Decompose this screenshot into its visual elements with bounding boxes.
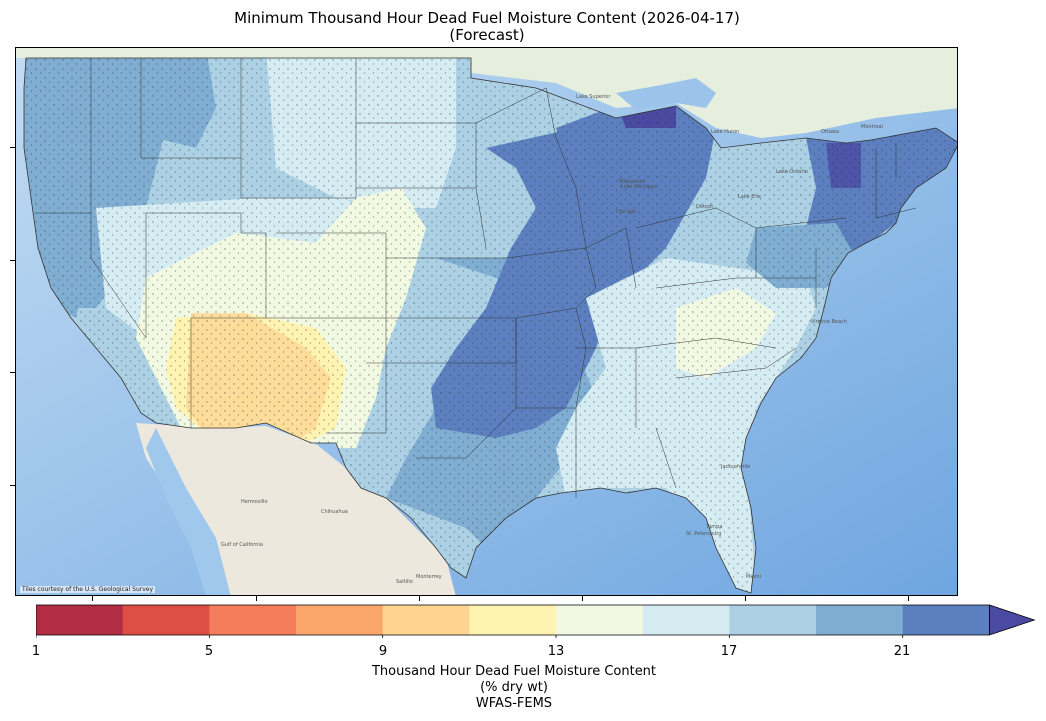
svg-text:St. Petersburg: St. Petersburg — [686, 531, 721, 537]
colorbar-title: Thousand Hour Dead Fuel Moisture Content — [371, 664, 657, 679]
svg-text:Saltillo: Saltillo — [396, 579, 413, 585]
map-panel[interactable]: Lake Superior Lake Michigan Lake Huron L… — [15, 47, 958, 596]
basemap: Lake Superior Lake Michigan Lake Huron L… — [16, 48, 957, 595]
lake-superior — [616, 78, 716, 110]
map-title: Minimum Thousand Hour Dead Fuel Moisture… — [234, 9, 740, 27]
svg-text:Lake Huron: Lake Huron — [711, 129, 739, 135]
svg-text:Lake Superior: Lake Superior — [576, 94, 611, 100]
colorbar-bin — [729, 605, 817, 635]
x-tick — [908, 596, 909, 601]
svg-text:Milwaukee: Milwaukee — [619, 179, 645, 185]
colorbar-bin — [296, 605, 384, 635]
colorbar — [36, 604, 1036, 638]
x-tick — [92, 596, 93, 601]
svg-text:Ottawa: Ottawa — [821, 129, 839, 135]
svg-text:Detroit: Detroit — [696, 204, 713, 210]
colorbar-source: WFAS-FEMS — [475, 696, 553, 711]
colorbar-outline — [36, 604, 990, 636]
svg-text:Lake Michigan: Lake Michigan — [621, 184, 657, 190]
colorbar-bin — [209, 605, 297, 635]
y-tick — [10, 485, 15, 486]
svg-text:Lake Erie: Lake Erie — [738, 194, 761, 200]
svg-text:Virginia Beach: Virginia Beach — [811, 319, 847, 325]
svg-text:Montreal: Montreal — [861, 124, 883, 130]
y-tick — [10, 260, 15, 261]
x-tick — [745, 596, 746, 601]
colorbar-bin — [816, 605, 904, 635]
colorbar-label: 17 — [720, 644, 738, 659]
colorbar-bin — [469, 605, 557, 635]
colorbar-bin — [122, 605, 210, 635]
svg-text:Hermosillo: Hermosillo — [241, 499, 268, 505]
svg-text:Chihuahua: Chihuahua — [321, 509, 348, 515]
colorbar-label: 21 — [893, 644, 911, 659]
colorbar-label: 9 — [378, 644, 388, 659]
map-subtitle: (Forecast) — [449, 26, 525, 44]
x-tick — [419, 596, 420, 601]
colorbar-label: 13 — [547, 644, 565, 659]
y-tick — [10, 372, 15, 373]
place-labels: Lake Superior Lake Michigan Lake Huron L… — [221, 94, 883, 585]
state-boundaries — [36, 58, 917, 498]
colorbar-bin — [382, 605, 470, 635]
svg-text:Monterrey: Monterrey — [416, 574, 442, 580]
colorbar-bin — [556, 605, 644, 635]
colorbar-bin — [36, 605, 124, 635]
svg-text:Tampa: Tampa — [705, 524, 722, 530]
colorbar-label: 5 — [204, 644, 214, 659]
colorbar-label: 1 — [31, 644, 41, 659]
tile-attribution: Tiles courtesy of the U.S. Geological Su… — [20, 586, 156, 593]
colorbar-bin — [642, 605, 730, 635]
colorbar-units: (% dry wt) — [480, 680, 548, 695]
svg-text:Miami: Miami — [746, 574, 761, 580]
svg-text:Lake Ontario: Lake Ontario — [776, 169, 808, 175]
x-tick — [256, 596, 257, 601]
colorbar-bin — [902, 605, 990, 635]
svg-text:Chicago: Chicago — [616, 209, 636, 215]
svg-text:Gulf of California: Gulf of California — [221, 542, 263, 548]
colorbar-extend-arrow — [988, 604, 1036, 636]
svg-text:Jacksonville: Jacksonville — [720, 464, 750, 470]
x-tick — [582, 596, 583, 601]
gulf-of-california — [146, 428, 231, 595]
y-tick — [10, 147, 15, 148]
